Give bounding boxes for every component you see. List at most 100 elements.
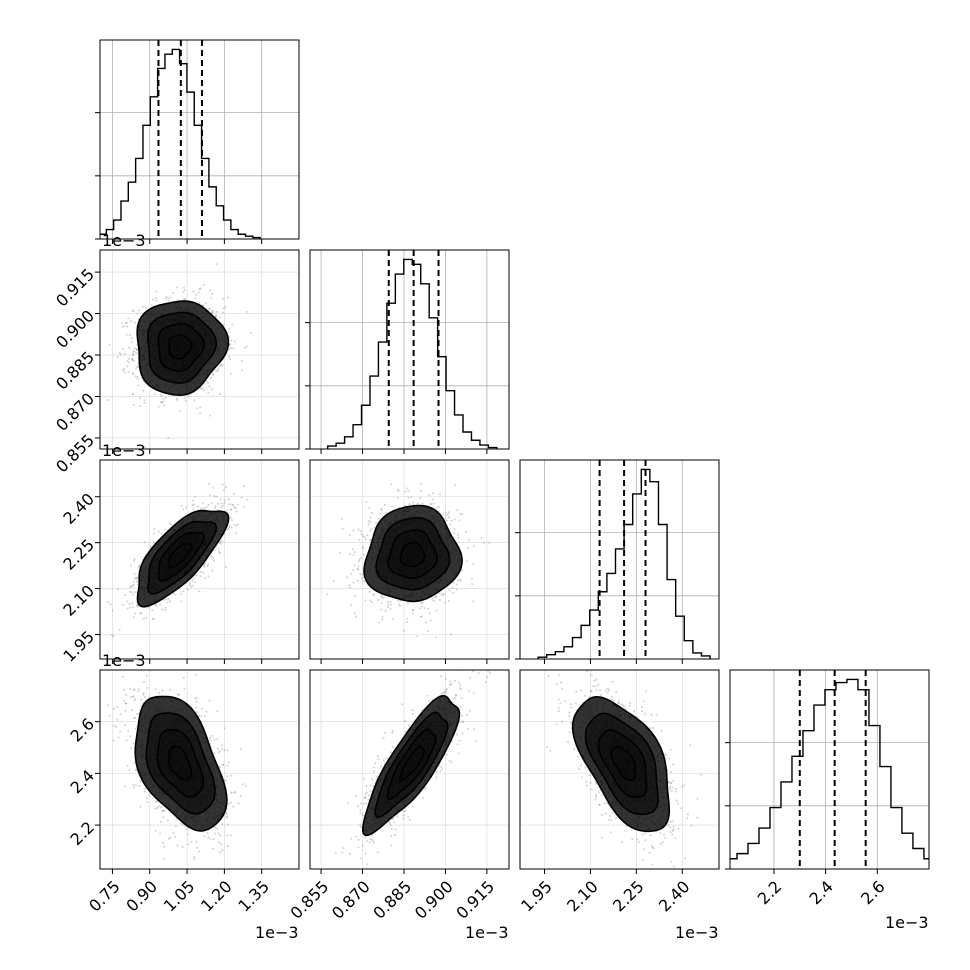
sample-point (159, 603, 162, 606)
sample-point (377, 517, 380, 520)
sample-point (429, 503, 432, 506)
sample-point (143, 399, 146, 402)
sample-point (211, 569, 214, 572)
panel-frame (309, 249, 510, 450)
sample-point (220, 363, 223, 366)
contour-line (387, 529, 439, 579)
sample-point (119, 713, 122, 716)
sample-point (210, 297, 213, 300)
sample-point (202, 283, 205, 286)
sample-point (165, 297, 167, 300)
sample-point (225, 486, 228, 489)
sample-point (382, 596, 384, 599)
panel-frame (309, 459, 510, 660)
sample-point (250, 331, 253, 334)
sample-point (218, 851, 221, 854)
sample-point (223, 749, 226, 752)
sample-point (149, 545, 152, 548)
sample-point (452, 581, 455, 584)
sample-point (144, 696, 146, 699)
sample-point (131, 373, 134, 376)
sample-point (215, 314, 217, 317)
sample-point (187, 395, 190, 398)
sample-point (242, 485, 245, 488)
sample-point (405, 487, 408, 490)
sample-point (398, 603, 401, 606)
contour-line (136, 509, 230, 608)
sample-point (358, 558, 361, 561)
sample-point (230, 339, 233, 342)
sample-point (369, 529, 372, 532)
sample-point (141, 306, 144, 308)
sample-point (228, 348, 231, 351)
sample-point (459, 579, 462, 582)
sample-point (205, 380, 208, 383)
sample-point (379, 512, 382, 515)
sample-point (215, 310, 218, 313)
sample-point (354, 594, 357, 597)
sample-point (357, 568, 360, 570)
sample-point (208, 385, 211, 388)
sample-point (136, 580, 138, 583)
sample-point (368, 506, 371, 509)
sample-point (359, 573, 362, 575)
sample-point (132, 742, 135, 745)
density-fill (169, 335, 192, 359)
sample-point (129, 320, 132, 323)
sample-point (220, 502, 223, 505)
sample-point (167, 299, 170, 302)
sample-point (144, 306, 147, 309)
sample-point (216, 369, 219, 372)
sample-point (435, 636, 438, 639)
sample-point (169, 836, 172, 839)
sample-point (169, 296, 172, 299)
sample-point (136, 375, 139, 378)
sample-point (214, 875, 216, 877)
sample-point (221, 364, 224, 367)
sample-point (153, 527, 156, 530)
sample-point (224, 306, 227, 309)
sample-point (459, 512, 462, 515)
sample-point (213, 559, 215, 562)
sample-point (225, 566, 228, 568)
sample-point (419, 607, 422, 610)
sample-point (437, 505, 440, 508)
sample-point (207, 382, 209, 384)
sample-point (397, 489, 400, 492)
sample-point (113, 724, 116, 727)
sample-point (163, 404, 166, 407)
sample-point (159, 393, 162, 396)
sample-point (194, 673, 197, 676)
sample-point (416, 635, 419, 638)
sample-point (200, 387, 203, 390)
sample-point (357, 528, 360, 531)
sample-point (199, 412, 202, 415)
sample-point (229, 516, 232, 519)
sample-point (358, 538, 361, 541)
sample-point (162, 816, 165, 819)
sample-point (116, 588, 119, 591)
sample-point (404, 490, 407, 493)
sample-point (196, 407, 199, 410)
sample-point (198, 715, 201, 718)
sample-point (377, 599, 380, 602)
sample-point (381, 618, 384, 621)
sample-point (211, 292, 214, 295)
sample-point (136, 365, 139, 368)
sample-point (199, 570, 202, 573)
sample-point (118, 352, 121, 355)
sample-point (217, 502, 219, 505)
sample-point (222, 323, 225, 326)
sample-point (222, 311, 224, 314)
scatter-panel-2-0 (100, 460, 299, 659)
sample-point (230, 801, 232, 804)
sample-point (396, 488, 399, 491)
sample-point (221, 873, 223, 875)
sample-point (425, 621, 428, 624)
sample-point (133, 404, 135, 406)
sample-point (205, 506, 208, 508)
sample-point (225, 811, 228, 814)
sample-point (362, 576, 365, 578)
sample-point (459, 578, 462, 581)
sample-point (207, 836, 210, 839)
